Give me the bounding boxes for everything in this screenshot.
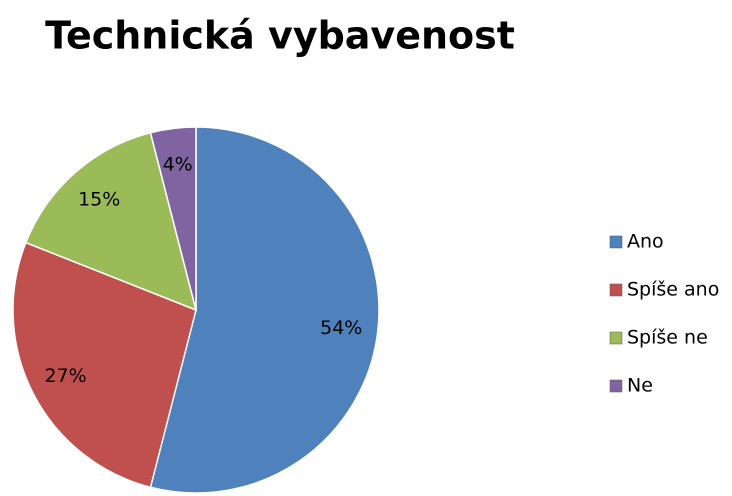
data-label: 4% [163,153,193,175]
data-label: 15% [78,189,120,211]
data-label: 27% [44,365,86,387]
pie-slice [149,126,197,311]
pie-slice [12,241,197,489]
legend-swatch [609,331,623,345]
legend-swatch [609,235,623,249]
legend-label: Spíše ano [627,279,719,301]
chart-title: Technická vybavenost [45,14,515,58]
legend-swatch [609,283,623,297]
pie-slice [24,131,198,312]
legend-label: Spíše ne [627,327,708,349]
legend-label: Ano [627,231,664,253]
data-label: 54% [320,317,362,339]
pie-slice [149,126,380,494]
legend-label: Ne [627,375,653,397]
legend-swatch [609,379,623,393]
